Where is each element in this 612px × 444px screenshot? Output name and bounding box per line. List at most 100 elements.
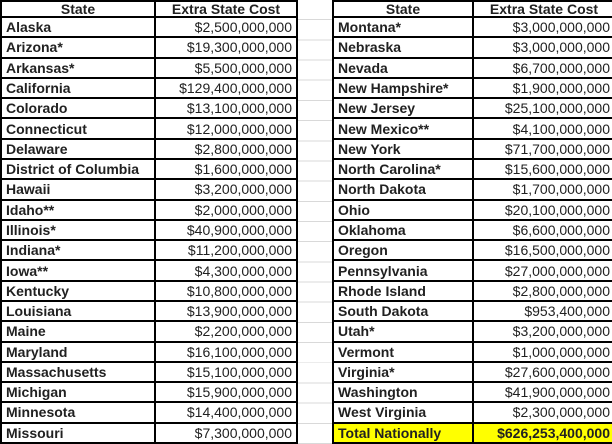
table-row: District of Columbia $1,600,000,000: [0, 157, 298, 181]
state-name-cell[interactable]: West Virginia: [332, 401, 474, 424]
total-label-cell[interactable]: Total Nationally: [332, 421, 474, 444]
state-name-cell[interactable]: Maryland: [0, 340, 156, 363]
state-name-cell[interactable]: Iowa**: [0, 259, 156, 282]
state-name-cell[interactable]: New Jersey: [332, 97, 474, 120]
state-name-cell[interactable]: New York: [332, 137, 474, 160]
table-row: Massachusetts $15,100,000,000: [0, 360, 298, 384]
cost-value-cell[interactable]: $6,600,000,000: [472, 218, 612, 242]
column-header-state[interactable]: State: [332, 0, 474, 18]
cost-value-cell[interactable]: $14,400,000,000: [154, 401, 298, 424]
state-name-cell[interactable]: Alaska: [0, 15, 156, 39]
state-name-cell[interactable]: New Mexico**: [332, 117, 474, 140]
state-name-cell[interactable]: Oregon: [332, 239, 474, 262]
state-name-cell[interactable]: Louisiana: [0, 299, 156, 323]
state-name-cell[interactable]: Nebraska: [332, 36, 474, 59]
table-row: North Dakota $1,700,000,000: [332, 178, 612, 201]
state-name-cell[interactable]: Oklahoma: [332, 218, 474, 242]
cost-value-cell[interactable]: $41,900,000,000: [472, 381, 612, 404]
cost-value-cell[interactable]: $12,000,000,000: [154, 117, 298, 140]
cost-value-cell[interactable]: $2,800,000,000: [154, 137, 298, 160]
cost-value-cell[interactable]: $3,000,000,000: [472, 15, 612, 39]
table-row: Vermont $1,000,000,000: [332, 340, 612, 363]
cost-value-cell[interactable]: $16,100,000,000: [154, 340, 298, 363]
state-name-cell[interactable]: Vermont: [332, 340, 474, 363]
cost-value-cell[interactable]: $6,700,000,000: [472, 56, 612, 79]
cost-value-cell[interactable]: $3,200,000,000: [472, 320, 612, 343]
state-name-cell[interactable]: South Dakota: [332, 299, 474, 323]
table-row: Minnesota $14,400,000,000: [0, 401, 298, 424]
cost-value-cell[interactable]: $2,200,000,000: [154, 320, 298, 343]
state-name-cell[interactable]: New Hampshire*: [332, 76, 474, 100]
cost-value-cell[interactable]: $11,200,000,000: [154, 239, 298, 262]
cost-value-cell[interactable]: $7,300,000,000: [154, 421, 298, 444]
cost-value-cell[interactable]: $20,100,000,000: [472, 198, 612, 221]
cost-value-cell[interactable]: $1,600,000,000: [154, 157, 298, 181]
cost-value-cell[interactable]: $129,400,000,000: [154, 76, 298, 100]
state-name-cell[interactable]: Kentucky: [0, 279, 156, 302]
cost-value-cell[interactable]: $19,300,000,000: [154, 36, 298, 59]
cost-value-cell[interactable]: $5,500,000,000: [154, 56, 298, 79]
table-row: California $129,400,000,000: [0, 76, 298, 100]
cost-value-cell[interactable]: $40,900,000,000: [154, 218, 298, 242]
state-name-cell[interactable]: Maine: [0, 320, 156, 343]
cost-value-cell[interactable]: $71,700,000,000: [472, 137, 612, 160]
header-row: State Extra State Cost: [332, 0, 612, 18]
cost-value-cell[interactable]: $15,100,000,000: [154, 360, 298, 384]
column-header-cost[interactable]: Extra State Cost: [154, 0, 298, 18]
cost-value-cell[interactable]: $2,300,000,000: [472, 401, 612, 424]
cost-value-cell[interactable]: $1,700,000,000: [472, 178, 612, 201]
state-name-cell[interactable]: Pennsylvania: [332, 259, 474, 282]
cost-value-cell[interactable]: $15,600,000,000: [472, 157, 612, 181]
state-name-cell[interactable]: Rhode Island: [332, 279, 474, 302]
state-name-cell[interactable]: Idaho**: [0, 198, 156, 221]
state-name-cell[interactable]: Michigan: [0, 381, 156, 404]
state-name-cell[interactable]: North Dakota: [332, 178, 474, 201]
table-row: Arizona* $19,300,000,000: [0, 36, 298, 59]
column-header-cost[interactable]: Extra State Cost: [472, 0, 612, 18]
cost-value-cell[interactable]: $4,300,000,000: [154, 259, 298, 282]
table-row: Indiana* $11,200,000,000: [0, 239, 298, 262]
state-name-cell[interactable]: Arizona*: [0, 36, 156, 59]
table-row: Washington $41,900,000,000: [332, 381, 612, 404]
state-name-cell[interactable]: Virginia*: [332, 360, 474, 384]
cost-value-cell[interactable]: $3,000,000,000: [472, 36, 612, 59]
state-name-cell[interactable]: Missouri: [0, 421, 156, 444]
state-name-cell[interactable]: Nevada: [332, 56, 474, 79]
table-row: New Hampshire* $1,900,000,000: [332, 76, 612, 100]
state-name-cell[interactable]: Illinois*: [0, 218, 156, 242]
table-row: Kentucky $10,800,000,000: [0, 279, 298, 302]
cost-value-cell[interactable]: $25,100,000,000: [472, 97, 612, 120]
cost-value-cell[interactable]: $15,900,000,000: [154, 381, 298, 404]
state-name-cell[interactable]: District of Columbia: [0, 157, 156, 181]
cost-value-cell[interactable]: $2,500,000,000: [154, 15, 298, 39]
state-name-cell[interactable]: Utah*: [332, 320, 474, 343]
cost-value-cell[interactable]: $1,900,000,000: [472, 76, 612, 100]
cost-value-cell[interactable]: $13,100,000,000: [154, 97, 298, 120]
state-name-cell[interactable]: Arkansas*: [0, 56, 156, 79]
cost-value-cell[interactable]: $2,800,000,000: [472, 279, 612, 302]
cost-value-cell[interactable]: $13,900,000,000: [154, 299, 298, 323]
state-name-cell[interactable]: California: [0, 76, 156, 100]
state-name-cell[interactable]: Minnesota: [0, 401, 156, 424]
cost-value-cell[interactable]: $3,200,000,000: [154, 178, 298, 201]
cost-value-cell[interactable]: $16,500,000,000: [472, 239, 612, 262]
column-header-state[interactable]: State: [0, 0, 156, 18]
state-name-cell[interactable]: Montana*: [332, 15, 474, 39]
state-name-cell[interactable]: Indiana*: [0, 239, 156, 262]
cost-value-cell[interactable]: $1,000,000,000: [472, 340, 612, 363]
total-value-cell[interactable]: $626,253,400,000: [472, 421, 612, 444]
state-name-cell[interactable]: Washington: [332, 381, 474, 404]
state-name-cell[interactable]: Delaware: [0, 137, 156, 160]
state-name-cell[interactable]: Colorado: [0, 97, 156, 120]
cost-value-cell[interactable]: $27,600,000,000: [472, 360, 612, 384]
state-name-cell[interactable]: Connecticut: [0, 117, 156, 140]
state-name-cell[interactable]: Hawaii: [0, 178, 156, 201]
cost-value-cell[interactable]: $2,000,000,000: [154, 198, 298, 221]
cost-value-cell[interactable]: $10,800,000,000: [154, 279, 298, 302]
cost-value-cell[interactable]: $4,100,000,000: [472, 117, 612, 140]
state-name-cell[interactable]: Massachusetts: [0, 360, 156, 384]
cost-value-cell[interactable]: $27,000,000,000: [472, 259, 612, 282]
state-name-cell[interactable]: Ohio: [332, 198, 474, 221]
state-name-cell[interactable]: North Carolina*: [332, 157, 474, 181]
cost-value-cell[interactable]: $953,400,000: [472, 299, 612, 323]
